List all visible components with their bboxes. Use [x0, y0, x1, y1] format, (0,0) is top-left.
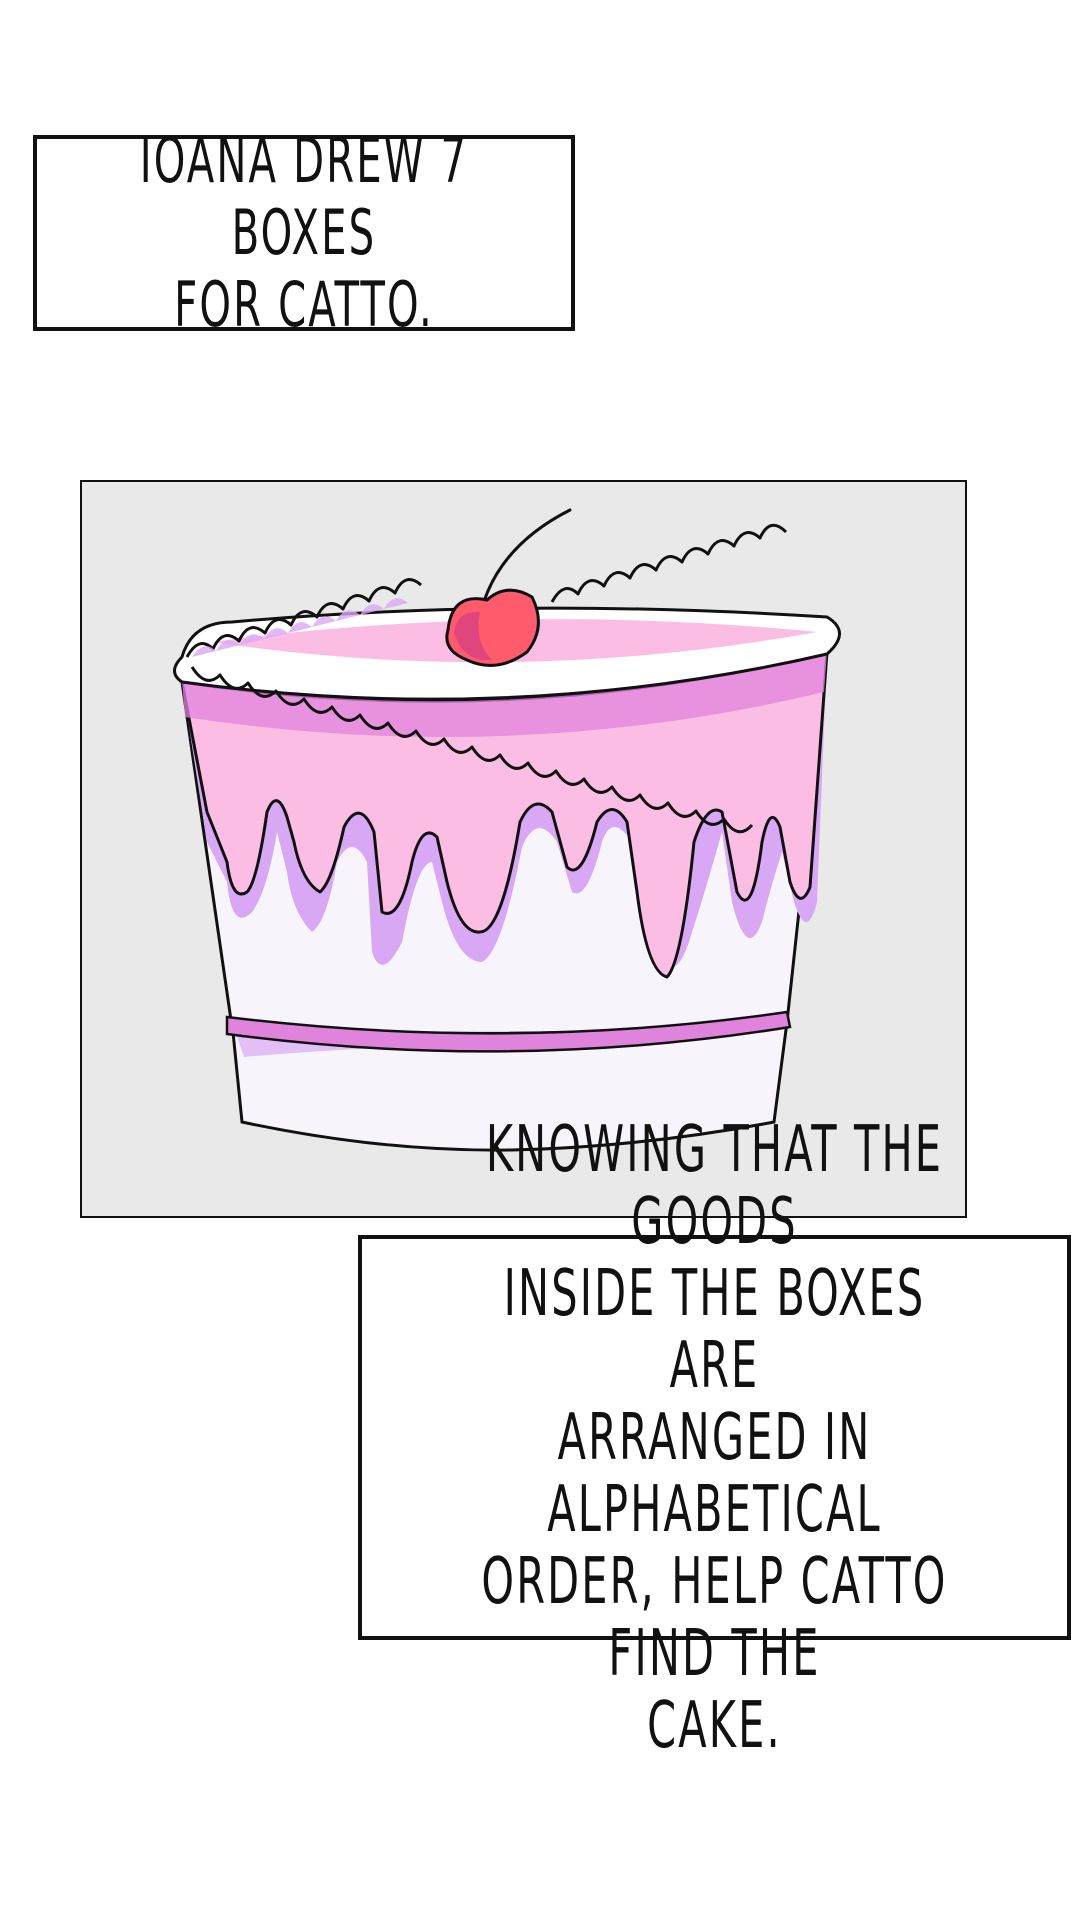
cake-bottom-tier [230, 1020, 789, 1152]
caption-box-top: IOANA DREW 7 BOXES FOR CATTO. [33, 125, 575, 341]
scalloped-rim [185, 523, 788, 658]
cake-illustration [173, 508, 841, 1152]
middle-ruffle [225, 1010, 792, 1053]
scalloped-rim-shadow [192, 598, 408, 657]
cherry-shade [454, 611, 492, 661]
caption-text-top: IOANA DREW 7 BOXES FOR CATTO. [139, 124, 469, 341]
illustration-panel [80, 480, 967, 1218]
frosting-band [182, 652, 827, 737]
caption-text-bottom: KNOWING THAT THE GOODS INSIDE THE BOXES … [481, 1112, 948, 1763]
front-scallop [190, 666, 754, 834]
caption-box-bottom: KNOWING THAT THE GOODS INSIDE THE BOXES … [358, 1114, 1071, 1762]
